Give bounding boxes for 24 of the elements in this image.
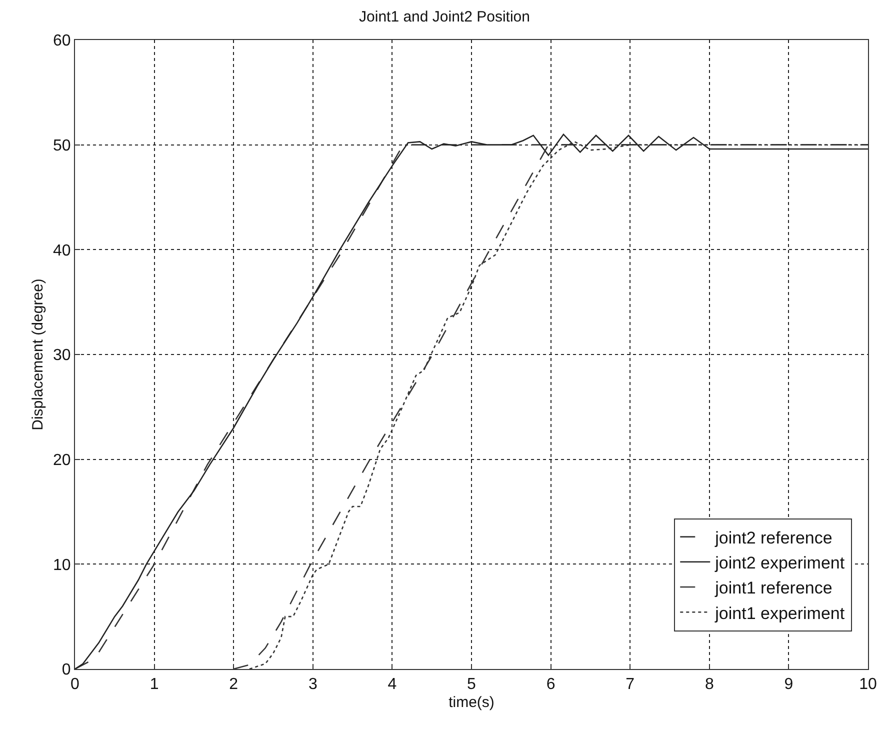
x-tick-label: 1 (150, 676, 159, 694)
x-tick-label: 8 (704, 676, 714, 694)
y-axis-title: Displacement (degree) (29, 278, 46, 430)
y-tick-label: 20 (53, 452, 71, 469)
x-tick-label: 7 (626, 676, 635, 694)
y-tick-label: 60 (53, 32, 71, 50)
legend-label: joint2 reference (714, 528, 832, 548)
legend-label: joint1 experiment (714, 604, 845, 623)
legend-label: joint2 experiment (714, 554, 845, 573)
legend-label: joint1 reference (714, 578, 832, 598)
x-tick-label: 5 (467, 676, 476, 694)
x-tick-label: 3 (308, 676, 318, 694)
y-tick-label: 0 (62, 662, 71, 679)
y-tick-label: 40 (53, 242, 71, 260)
x-axis-title: time(s) (448, 694, 494, 712)
chart-title: Joint1 and Joint2 Position (359, 8, 530, 26)
y-tick-label: 10 (53, 556, 71, 574)
x-tick-label: 10 (859, 676, 877, 694)
x-tick-label: 9 (784, 676, 794, 694)
x-tick-label: 6 (546, 676, 556, 694)
y-tick-label: 50 (53, 137, 71, 154)
x-tick-label: 4 (388, 676, 397, 694)
x-tick-label: 2 (229, 676, 238, 694)
y-tick-label: 30 (53, 347, 71, 364)
